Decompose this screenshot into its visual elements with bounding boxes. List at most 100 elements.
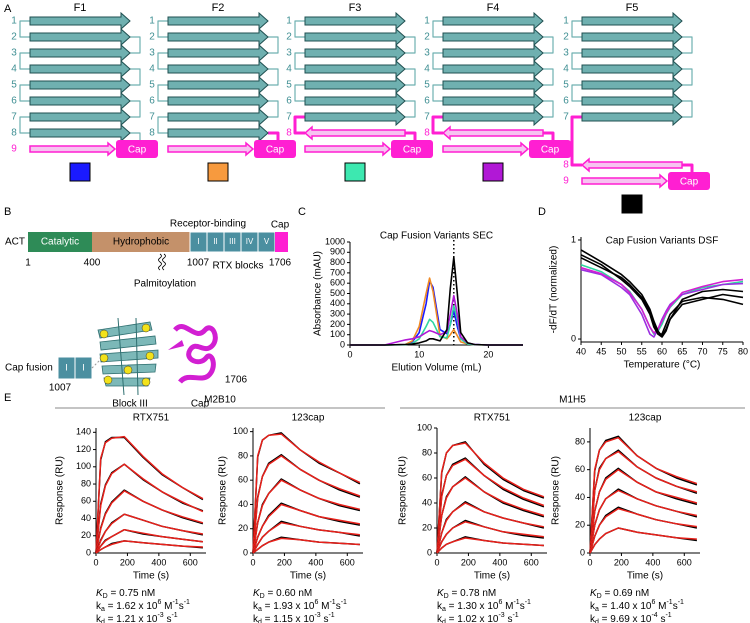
- chart-title: Cap Fusion Variants DSF: [606, 236, 719, 247]
- kinetics-part: = 1.30 x 10: [446, 601, 499, 612]
- variant-swatch: [621, 194, 643, 214]
- series-line: [95, 463, 204, 554]
- x-tick-label: 20: [483, 349, 493, 359]
- y-tick-label: 60: [575, 464, 585, 474]
- series-line: [95, 490, 204, 554]
- group-title: M1H5: [559, 395, 586, 406]
- strand-number: 6: [424, 96, 430, 107]
- strand: [167, 43, 269, 63]
- y-tick-label: 20: [575, 520, 585, 530]
- series-line: [252, 537, 360, 554]
- x-axis-label: Time (s): [627, 571, 663, 582]
- series-line: [589, 436, 698, 554]
- kinetics-part: -1: [665, 612, 671, 619]
- strand-number: 2: [11, 32, 17, 43]
- loop: [571, 52, 582, 70]
- kinetics-part: D: [597, 593, 602, 600]
- strand-number: 1: [149, 16, 155, 27]
- loop: [130, 100, 141, 118]
- strand: [304, 107, 406, 127]
- loop: [294, 52, 305, 70]
- series-line: [95, 435, 204, 554]
- strand: [581, 27, 683, 47]
- x-tick-label: 0: [434, 557, 439, 567]
- strand-number: 6: [11, 96, 17, 107]
- strand-number: 9: [563, 176, 569, 187]
- strand-number: 3: [149, 48, 155, 59]
- strand-number: 4: [11, 64, 17, 75]
- kinetics-part: -1: [171, 612, 177, 619]
- strand-number: 2: [424, 32, 430, 43]
- x-tick-label: 60: [657, 346, 667, 356]
- y-tick-label: 80: [238, 450, 248, 460]
- kinetics-part: M: [655, 601, 666, 612]
- series-line: [580, 254, 744, 335]
- block-label: III: [229, 237, 236, 246]
- domain-label: Catalytic: [41, 237, 79, 248]
- strand-number: 7: [149, 112, 155, 123]
- strand: [581, 11, 683, 31]
- y-tick-label: 40: [238, 499, 248, 509]
- position-label: 1007: [187, 258, 210, 269]
- kinetics-part: = 0.69 nM: [602, 588, 650, 599]
- kinetics-part: k: [96, 601, 102, 612]
- kinetics-part: D: [260, 593, 265, 600]
- y-tick-label: 800: [330, 257, 345, 267]
- series-line: [436, 477, 545, 554]
- y-tick-label: 0: [580, 547, 585, 557]
- kinetics-part: 6: [498, 599, 502, 606]
- strand: [29, 123, 131, 143]
- loop: [294, 20, 305, 38]
- strand: [581, 75, 683, 95]
- panel-label: B: [4, 206, 11, 218]
- block-iii-cartoon: [97, 317, 159, 396]
- x-tick-label: 200: [461, 557, 476, 567]
- loop: [682, 68, 693, 86]
- strand: [167, 107, 269, 127]
- strand: [581, 59, 683, 79]
- strand: [167, 27, 269, 47]
- kinetics-part: -1: [328, 612, 334, 619]
- strand-number: 9: [11, 144, 17, 155]
- loop: [19, 84, 30, 102]
- strand-number: 1: [11, 16, 17, 27]
- strand-number: 6: [563, 96, 569, 107]
- strand: [167, 141, 255, 157]
- loop: [543, 68, 554, 86]
- cap-box: [668, 172, 710, 190]
- y-tick-label: 500: [330, 288, 345, 298]
- series-line: [252, 433, 361, 554]
- kinetics-part: = 1.21 x 10: [105, 614, 158, 623]
- strand-number: 8: [424, 128, 430, 139]
- strand: [29, 107, 131, 127]
- loop: [432, 52, 443, 70]
- strand: [581, 91, 683, 111]
- strand-number: 8: [149, 128, 155, 139]
- cap-domain: [275, 232, 288, 252]
- kinetics-part: d: [442, 619, 446, 623]
- loop: [405, 68, 416, 86]
- strand: [581, 43, 683, 63]
- strand: [304, 43, 406, 63]
- cap-label: Cap: [271, 220, 290, 231]
- connector: [91, 359, 101, 369]
- position-label: 1: [25, 258, 31, 269]
- series-line: [580, 249, 744, 337]
- x-tick-label: 0: [347, 349, 352, 359]
- loop: [405, 100, 416, 118]
- y-tick-label: 80: [575, 436, 585, 446]
- y-axis-label: Response (RU): [551, 456, 562, 525]
- kinetics-part: k: [437, 601, 443, 612]
- block-label: V: [264, 237, 270, 246]
- strand-number: 8: [563, 160, 569, 171]
- loop: [157, 52, 168, 70]
- kinetics-part: = 9.69 x 10: [599, 614, 652, 623]
- loop: [571, 84, 582, 102]
- y-tick-label: 900: [330, 247, 345, 257]
- variant-swatch: [344, 162, 366, 182]
- loop: [19, 116, 30, 134]
- panel-label: A: [4, 3, 12, 15]
- series-line: [436, 458, 545, 554]
- y-tick-label: 600: [330, 278, 345, 288]
